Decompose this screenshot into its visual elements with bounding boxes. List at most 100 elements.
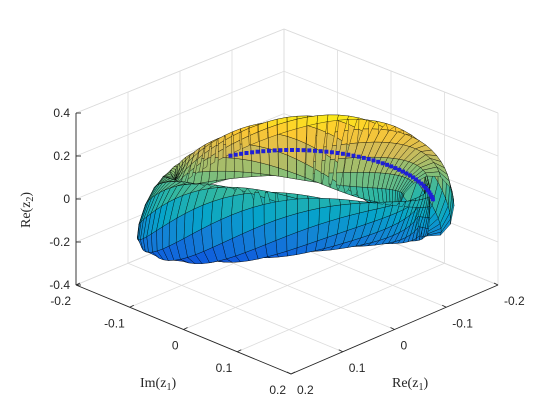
highlight-marker — [361, 155, 366, 160]
highlight-marker — [376, 159, 381, 164]
y-tick — [183, 327, 188, 330]
highlight-marker — [307, 148, 312, 153]
highlight-marker — [356, 154, 361, 159]
highlight-marker — [324, 149, 329, 154]
highlight-marker — [401, 169, 405, 174]
highlight-marker — [329, 150, 334, 155]
x-tick — [390, 327, 395, 330]
highlight-marker — [233, 152, 238, 157]
surface-patch — [287, 136, 298, 160]
x-tick — [493, 282, 499, 286]
y-tick — [237, 349, 242, 353]
surface-patch — [242, 159, 252, 173]
surface-patch — [318, 198, 331, 209]
highlight-marker — [385, 162, 390, 167]
y-tick-label: 0.2 — [269, 383, 286, 397]
highlight-marker — [313, 148, 317, 153]
surface-patch — [425, 171, 441, 177]
highlight-marker — [389, 164, 394, 169]
z-tick-label: 0.2 — [53, 149, 70, 163]
surface-patch — [348, 199, 361, 205]
highlight-marker — [421, 183, 426, 188]
highlight-marker — [428, 192, 433, 197]
surface-patch — [231, 210, 243, 239]
surface-patch — [339, 199, 351, 206]
highlight-marker — [414, 177, 418, 182]
surface-patch — [336, 114, 350, 121]
y-tick-label: 0 — [172, 339, 179, 353]
highlight-marker — [250, 150, 255, 155]
surface-patch — [225, 171, 235, 180]
surface-patch — [242, 171, 252, 178]
surface-patch — [275, 216, 287, 241]
highlight-marker — [295, 148, 300, 152]
highlight-marker — [404, 171, 409, 176]
y-tick-label: 0.1 — [216, 361, 233, 375]
x-tick — [442, 304, 447, 308]
highlight-marker — [366, 157, 371, 162]
highlight-marker — [397, 167, 402, 172]
highlight-marker — [267, 148, 271, 153]
highlight-marker — [278, 148, 283, 153]
highlight-marker — [351, 153, 356, 158]
surface-patch — [156, 226, 163, 252]
highlight-marker — [411, 175, 415, 180]
highlight-marker — [244, 151, 249, 155]
highlight-marker — [272, 148, 277, 153]
x-axis-label: Re(z1) — [392, 376, 428, 393]
highlight-marker — [393, 166, 398, 171]
x-tick-label: 0 — [401, 339, 408, 353]
highlight-marker — [301, 148, 306, 153]
z-tick-label: -0.4 — [49, 278, 70, 292]
surface-patch — [349, 172, 358, 187]
surface-patch — [168, 217, 178, 247]
highlight-marker — [416, 179, 421, 184]
axes: -0.4 -0.2 0 0.2 0.4 -0.2 -0.1 0 0.1 0.2 -0.2 -0.1 0 0… — [49, 106, 525, 397]
y-gridline — [237, 92, 445, 353]
surface — [137, 114, 455, 264]
highlight-marker — [255, 149, 260, 154]
highlight-marker — [318, 149, 323, 154]
z-axis-label: Re(z2) — [19, 192, 36, 228]
highlight-marker — [340, 151, 345, 156]
surface-patch — [151, 230, 158, 253]
highlight-marker — [261, 149, 266, 154]
surface-patch — [220, 214, 233, 244]
z-gridline — [75, 28, 499, 114]
surface-patch — [297, 198, 309, 214]
surface-patch — [252, 204, 265, 230]
highlight-marker — [346, 152, 351, 157]
z-tick-label: 0.4 — [53, 106, 70, 120]
z-tick-label: -0.2 — [49, 235, 70, 249]
highlight-marker — [284, 148, 289, 152]
highlight-curve — [228, 148, 435, 202]
y-tick-label: -0.1 — [104, 316, 125, 330]
y-tick-label: -0.2 — [50, 294, 71, 308]
surface-patch — [162, 222, 170, 250]
highlight-marker — [419, 181, 424, 186]
surface-patch — [286, 198, 298, 217]
surface-patch — [216, 171, 226, 181]
y-axis-label: Im(z1) — [140, 376, 176, 393]
surface-patch — [347, 115, 360, 120]
y-tick — [290, 371, 296, 375]
highlight-marker — [423, 186, 428, 190]
highlight-marker — [427, 190, 432, 195]
x-tick-label: -0.2 — [504, 294, 525, 308]
surface-patch — [233, 171, 244, 179]
y-tick — [129, 304, 134, 308]
z-tick-label: 0 — [63, 192, 70, 206]
x-tick — [286, 371, 292, 375]
highlight-marker — [430, 197, 435, 202]
surface-patch — [275, 199, 287, 221]
highlight-marker — [429, 195, 434, 199]
x-tick-label: 0.2 — [297, 383, 314, 397]
y-tick — [75, 282, 81, 286]
surface-patch — [241, 207, 254, 234]
highlight-marker — [425, 188, 430, 193]
x-tick-label: 0.1 — [349, 361, 366, 375]
surface-patch — [286, 213, 298, 237]
surface-patch — [208, 171, 218, 182]
highlight-marker — [239, 151, 244, 156]
